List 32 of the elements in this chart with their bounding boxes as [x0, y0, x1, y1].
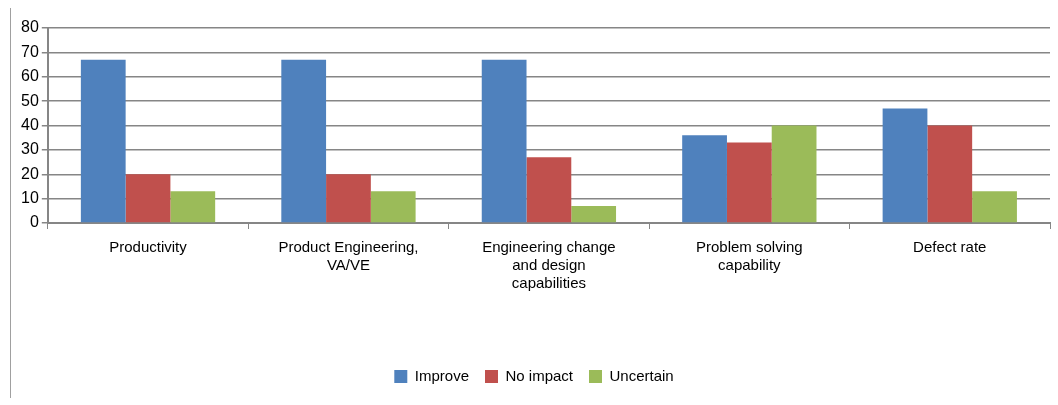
- y-tick-label: 20: [21, 164, 39, 182]
- y-tick-label: 0: [29, 213, 39, 231]
- bar: [80, 59, 126, 223]
- bar: [771, 125, 817, 223]
- y-tick-label: 40: [21, 115, 39, 133]
- bar: [326, 174, 371, 223]
- bar: [125, 174, 171, 223]
- x-tick-label: Defect rate: [913, 238, 987, 256]
- bar: [370, 191, 416, 223]
- legend-label: Improve: [414, 366, 469, 384]
- bar: [526, 157, 572, 223]
- x-tick-label: Problem solving capability: [695, 238, 803, 274]
- x-tick-label: Product Engineering, VA/VE: [278, 238, 419, 274]
- y-tick-label: 80: [21, 18, 39, 36]
- bar: [972, 191, 1017, 223]
- bar: [281, 59, 327, 223]
- x-tick-label: Productivity: [109, 238, 188, 256]
- legend-label: Uncertain: [609, 366, 674, 384]
- bar: [481, 59, 527, 223]
- bar: [682, 135, 727, 223]
- bar: [726, 142, 772, 223]
- bar: [170, 191, 216, 223]
- y-tick-label: 30: [21, 140, 39, 158]
- y-tick-label: 60: [21, 67, 39, 85]
- legend-label: No impact: [505, 366, 574, 384]
- x-tick-label: Engineering change and design capabilities: [482, 238, 616, 292]
- bar: [882, 108, 928, 223]
- y-tick-label: 50: [21, 91, 39, 109]
- bar: [571, 205, 617, 223]
- y-tick-label: 70: [21, 42, 39, 60]
- bar: [927, 125, 973, 223]
- y-tick-label: 10: [21, 189, 39, 207]
